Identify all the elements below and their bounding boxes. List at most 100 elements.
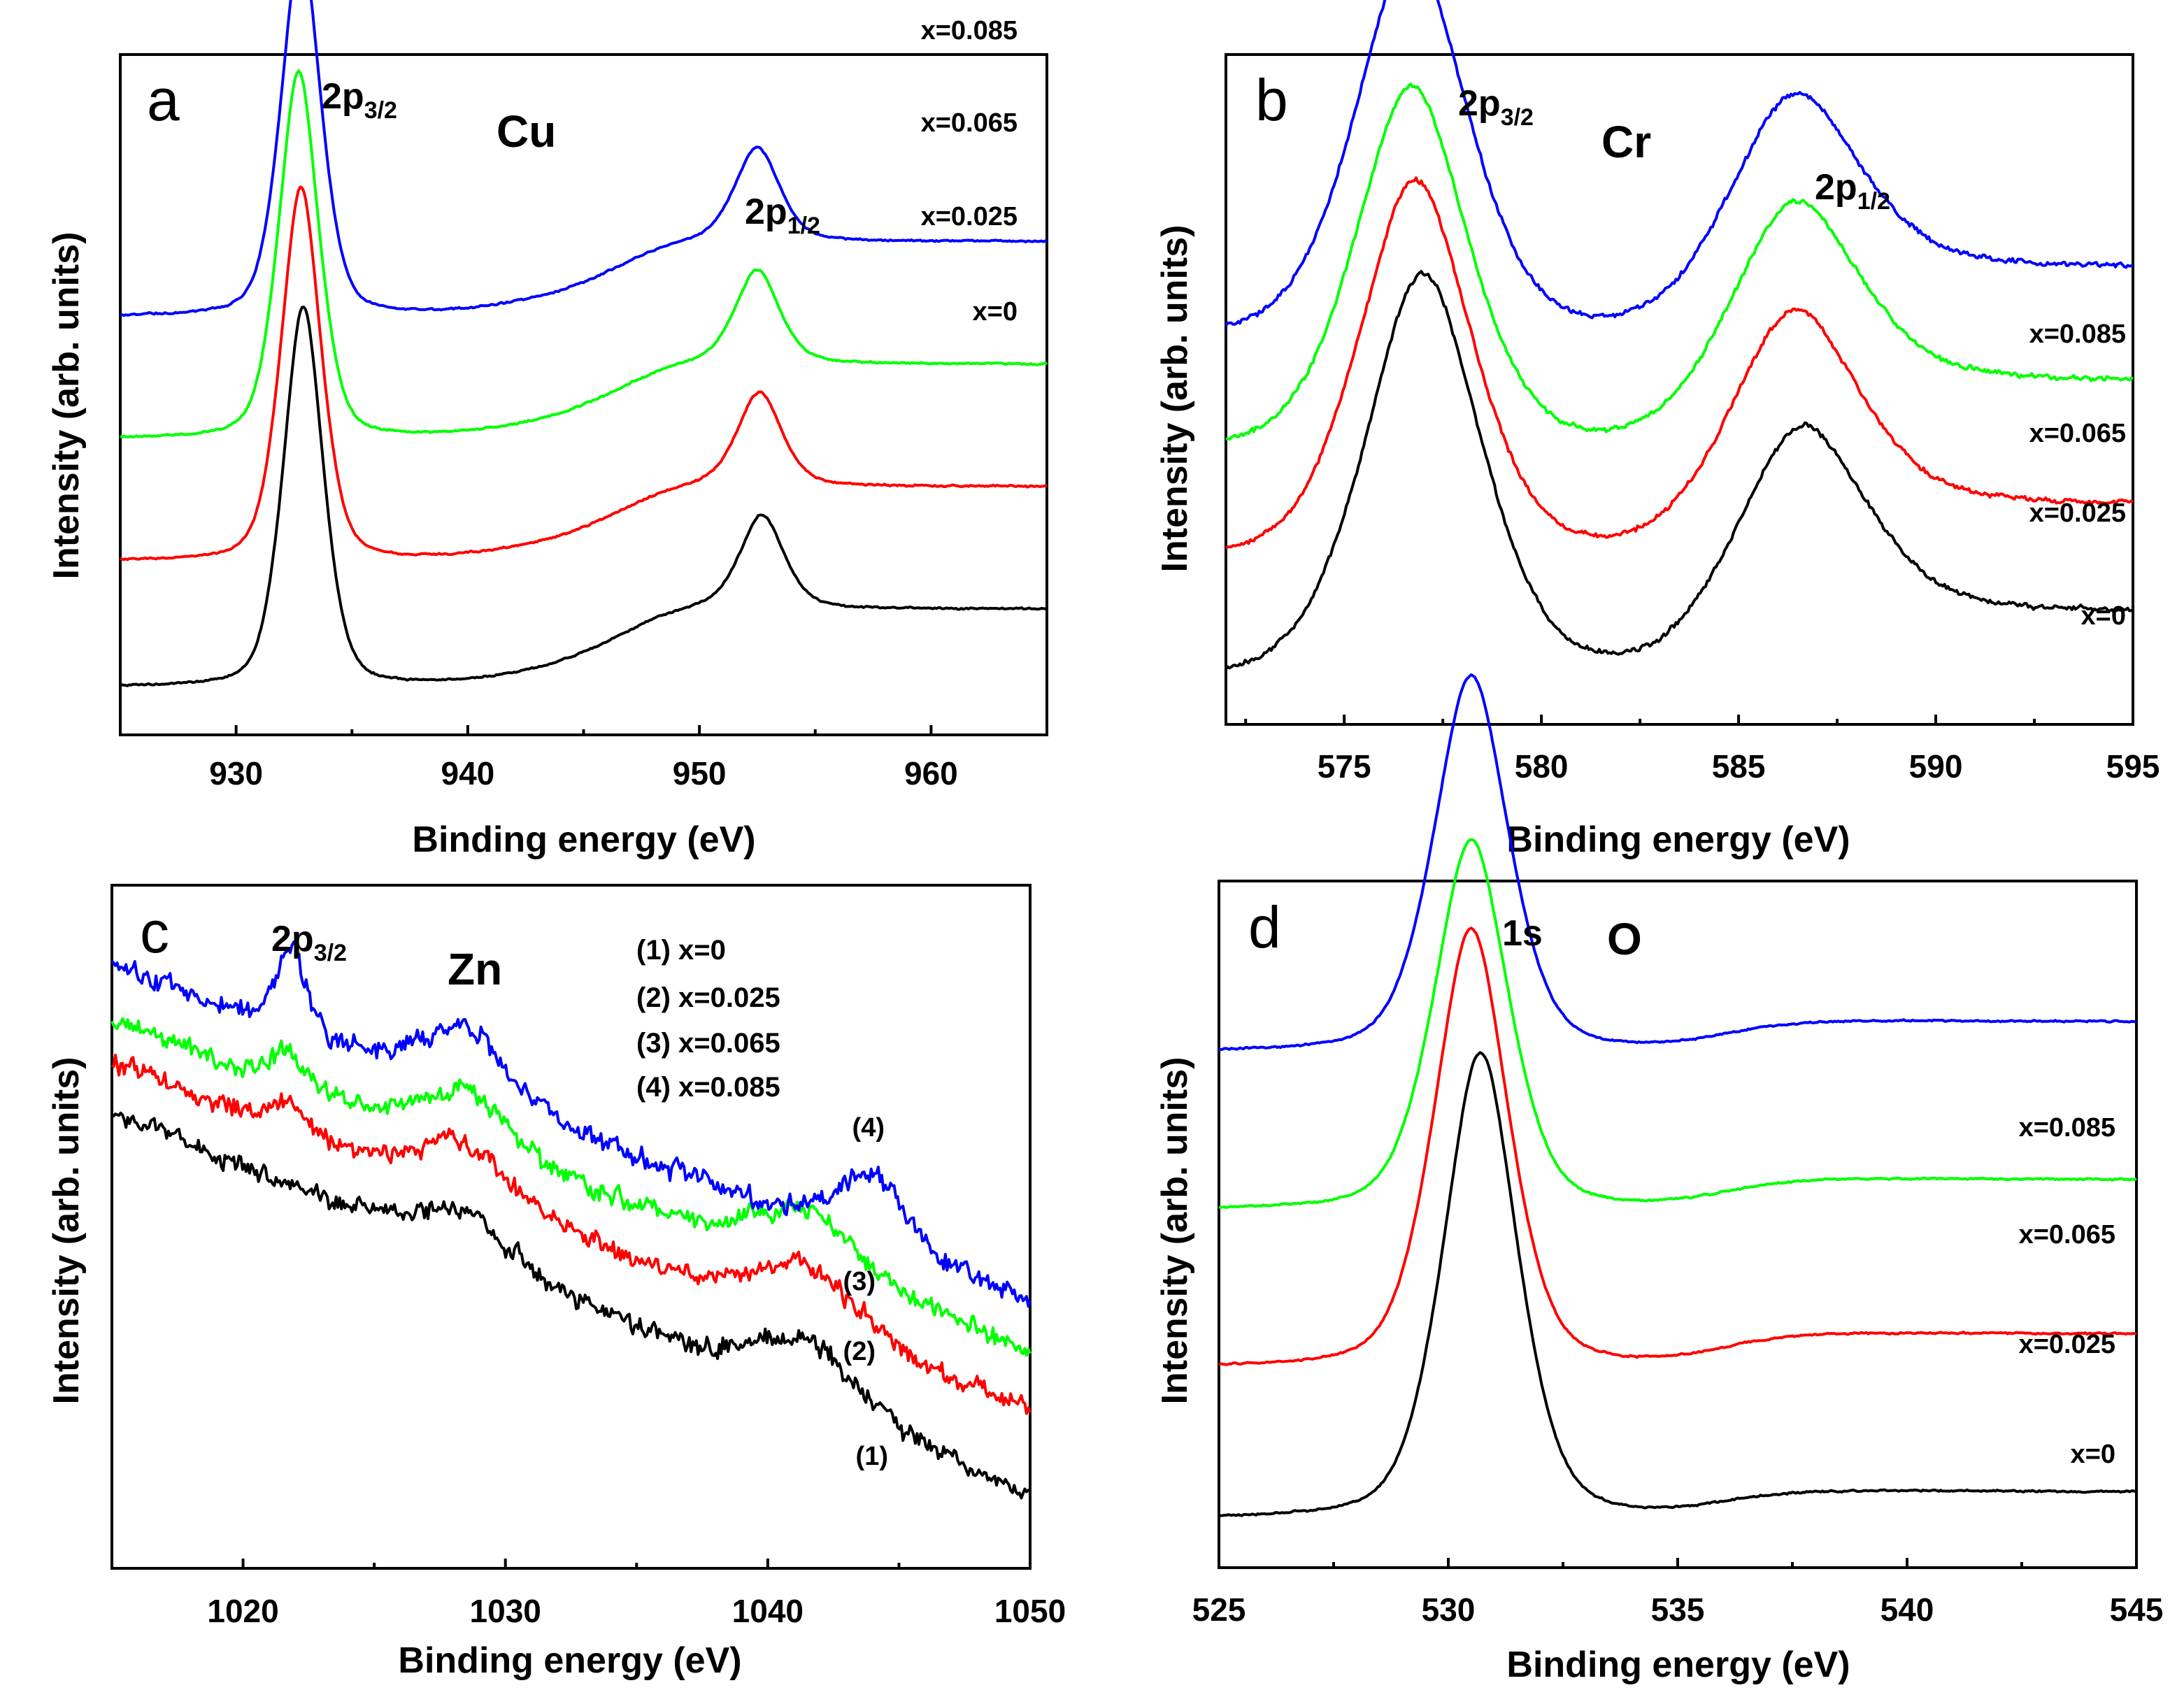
peak-label: 2p3/2	[271, 919, 347, 966]
panel-c-zn: (1) (2) (3) (4) 1020 1030 1040 1050 c Zn 2p3/2…	[46, 884, 1066, 1681]
curves: x=0 x=0.025 x=0.065 x=0.085	[1225, 0, 2134, 671]
series-line-0	[120, 306, 1048, 687]
series-line-2	[1225, 83, 2134, 441]
panel-d-o: x=0 x=0.025 x=0.065 x=0.085 525 530 535 540 545…	[1155, 673, 2164, 1685]
series-label: x=0.085	[2019, 1113, 2115, 1143]
x-tick-label: 1030	[470, 1593, 541, 1629]
x-tick-label: 545	[2110, 1591, 2164, 1628]
series-line-1	[120, 185, 1048, 561]
element-label: Cu	[497, 106, 556, 157]
peak-label-main: 2p	[1458, 83, 1501, 124]
series-label: x=0.065	[921, 108, 1018, 138]
series-label: x=0.025	[2029, 499, 2126, 528]
series-line-0	[1225, 270, 2134, 671]
series-label: (2)	[843, 1337, 876, 1366]
x-axis-ticks: 1020 1030 1040 1050	[110, 1559, 1066, 1629]
plot-frame	[1225, 53, 2134, 726]
x-axis-ticks: 930 940 950 960	[119, 725, 1048, 792]
series-line-2	[1218, 838, 2138, 1210]
x-axis-ticks: 575 580 585 590 595	[1244, 715, 2160, 785]
panel-b-cr: x=0 x=0.025 x=0.065 x=0.085 575 580 585 590 595…	[1155, 0, 2160, 860]
series-line-0	[1218, 1051, 2137, 1517]
series-line-1	[1225, 176, 2134, 550]
y-axis-label: Intensity (arb. units)	[1155, 225, 1195, 573]
peak-label-main: 1s	[1502, 913, 1543, 954]
peak-label-sub: 1/2	[1857, 188, 1890, 215]
legend-entry-4: (4) x=0.085	[636, 1072, 780, 1103]
peak-label: 2p1/2	[1815, 167, 1890, 215]
series-label: (3)	[843, 1267, 876, 1296]
element-label: Cr	[1601, 117, 1651, 167]
series-line-3	[120, 0, 1048, 317]
peak-label-sub: 1/2	[787, 213, 820, 239]
curves: x=0 x=0.025 x=0.065 x=0.085	[1218, 673, 2138, 1517]
legend-entry-2: (2) x=0.025	[636, 982, 780, 1013]
x-tick-label: 1040	[732, 1593, 804, 1629]
series-label: x=0.085	[2029, 320, 2126, 349]
x-tick-label: 535	[1651, 1591, 1705, 1628]
peak-label: 2p3/2	[1458, 83, 1534, 131]
x-tick-label: 575	[1318, 748, 1371, 785]
x-axis-label: Binding energy (eV)	[412, 819, 755, 860]
series-label: (4)	[852, 1113, 885, 1143]
panel-label: d	[1248, 894, 1281, 960]
x-tick-label: 585	[1712, 748, 1766, 785]
peak-label-main: 2p	[1815, 167, 1857, 208]
x-tick-label: 930	[209, 755, 263, 792]
y-axis-label: Intensity (arb. units)	[46, 232, 87, 580]
x-axis-ticks: 525 530 535 540 545	[1192, 1558, 2164, 1628]
legend: (1) x=0 (2) x=0.025 (3) x=0.065 (4) x=0.…	[636, 935, 780, 1103]
peak-label-main: 2p	[745, 192, 787, 232]
x-tick-label: 960	[904, 755, 958, 792]
element-label: Zn	[448, 944, 502, 994]
panel-label: a	[147, 67, 180, 133]
peak-labels: 2p3/2	[271, 919, 347, 966]
series-line-3	[1225, 0, 2134, 327]
peak-label: 1s	[1502, 913, 1543, 954]
x-tick-label: 525	[1192, 1591, 1246, 1628]
series-line-3	[1219, 673, 2137, 1052]
x-tick-label: 1050	[994, 1593, 1066, 1629]
series-label: x=0	[2071, 1440, 2115, 1469]
x-axis-label: Binding energy (eV)	[398, 1640, 741, 1681]
x-tick-label: 590	[1909, 748, 1963, 785]
x-tick-label: 950	[673, 755, 727, 792]
legend-entry-1: (1) x=0	[636, 935, 726, 966]
plot-frame	[110, 884, 1032, 1570]
peak-label-main: 2p	[271, 919, 314, 959]
x-axis-label: Binding energy (eV)	[1506, 819, 1850, 860]
legend-entry-3: (3) x=0.065	[636, 1028, 780, 1059]
peak-label: 2p1/2	[745, 192, 820, 239]
x-axis-label: Binding energy (eV)	[1506, 1645, 1850, 1685]
series-label: (1)	[856, 1442, 888, 1471]
curves: (1) (2) (3) (4)	[110, 940, 1032, 1500]
x-tick-label: 530	[1422, 1591, 1476, 1628]
peak-label-sub: 3/2	[1501, 104, 1534, 131]
x-tick-label: 1020	[207, 1593, 278, 1629]
series-label: x=0	[973, 297, 1018, 327]
x-tick-label: 595	[2106, 748, 2160, 785]
series-line-1	[110, 1053, 1032, 1415]
element-label: O	[1607, 914, 1642, 964]
panel-label: b	[1255, 67, 1288, 133]
peak-label-sub: 3/2	[364, 97, 397, 124]
peak-label: 2p3/2	[322, 76, 397, 124]
series-label: x=0.065	[2019, 1220, 2115, 1250]
peak-label-main: 2p	[322, 76, 364, 117]
series-label: x=0.085	[921, 16, 1018, 45]
plot-frame	[1218, 880, 2138, 1569]
series-line-2	[110, 1017, 1032, 1357]
series-label: x=0.065	[2029, 419, 2126, 448]
series-label: x=0	[2081, 601, 2126, 631]
series-line-1	[1218, 926, 2137, 1366]
y-axis-label: Intensity (arb. units)	[46, 1057, 87, 1405]
series-label: x=0.025	[2019, 1330, 2115, 1359]
x-tick-label: 540	[1880, 1591, 1934, 1628]
series-line-3	[110, 940, 1032, 1308]
x-tick-label: 940	[441, 755, 495, 792]
x-tick-label: 580	[1515, 748, 1569, 785]
series-line-0	[112, 1111, 1031, 1500]
y-axis-label: Intensity (arb. units)	[1155, 1057, 1195, 1405]
